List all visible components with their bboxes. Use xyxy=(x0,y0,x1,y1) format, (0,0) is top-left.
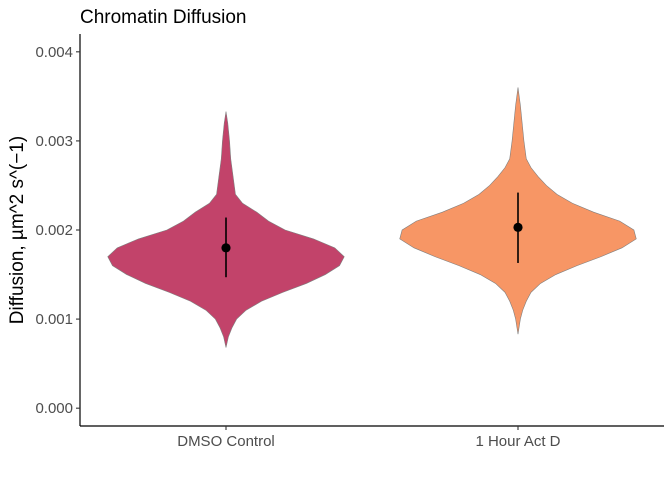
mean-point-1 xyxy=(513,222,523,232)
y-tick-label-0: 0.000 xyxy=(35,400,73,417)
y-axis: 0.000 0.001 0.002 0.003 0.004 xyxy=(35,34,81,426)
chart-title: Chromatin Diffusion xyxy=(80,7,247,28)
x-tick-label-0: DMSO Control xyxy=(177,433,275,450)
y-axis-title: Diffusion, µm^2 s^(−1) xyxy=(7,136,28,324)
mean-point-0 xyxy=(221,243,231,253)
y-tick-label-2: 0.002 xyxy=(35,222,73,239)
x-tick-label-1: 1 Hour Act D xyxy=(475,433,560,450)
y-tick-label-1: 0.001 xyxy=(35,311,73,328)
y-tick-label-4: 0.004 xyxy=(35,44,73,61)
plot-area xyxy=(107,87,637,348)
y-tick-label-3: 0.003 xyxy=(35,133,73,150)
x-axis: DMSO Control 1 Hour Act D xyxy=(80,425,664,450)
